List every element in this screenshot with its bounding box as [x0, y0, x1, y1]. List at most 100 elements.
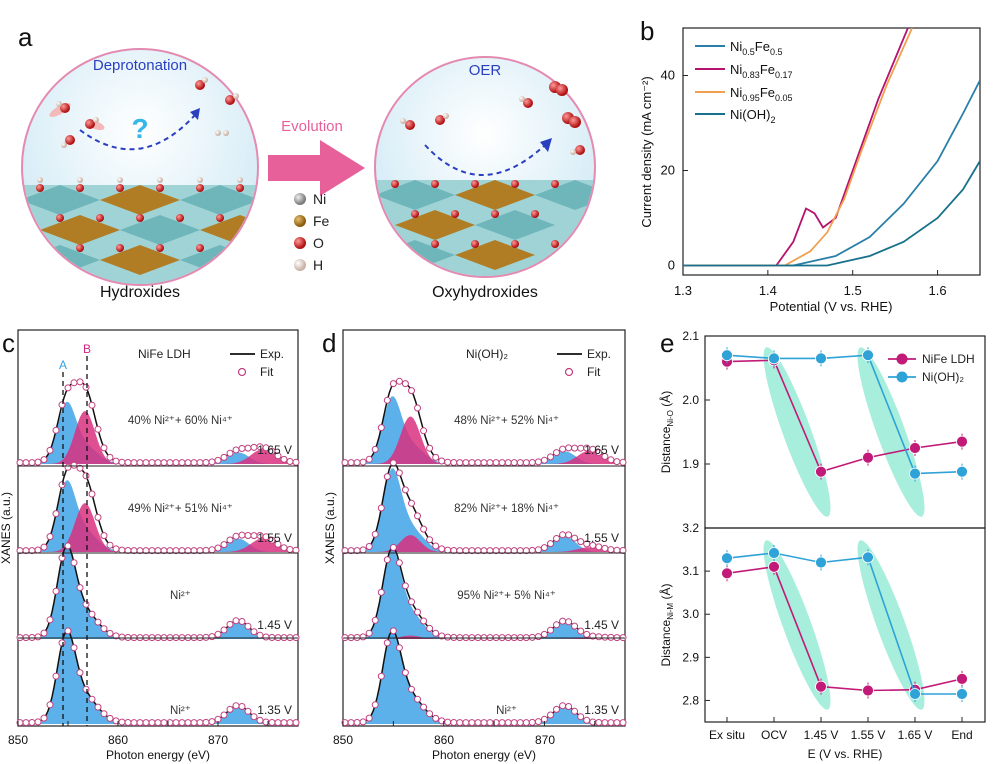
c-rows-fit-point-0 [238, 445, 246, 452]
legend-e-marker-0 [896, 353, 908, 365]
x-tick-label-b-3: 1.6 [929, 283, 947, 298]
c-rows-fit-point-3 [76, 669, 84, 677]
d-rows-fit-point-1 [613, 546, 621, 554]
c-rows-fit-point-3 [70, 644, 78, 652]
c-rows-ni2-fill-3 [18, 632, 298, 724]
c-rows-fit-point-2 [232, 617, 240, 625]
d-rows-fit-point-3 [389, 627, 397, 635]
legend-b-label-3: Ni(OH)2 [730, 107, 775, 125]
c-rows-fit-point-1 [70, 461, 78, 469]
d-rows-fit-point-2 [426, 624, 434, 632]
c-rows-fit-point-0 [22, 459, 30, 467]
c-rows-fit-point-1 [82, 472, 90, 480]
legend-h: H [313, 257, 323, 273]
d-rows-fit-point-1 [371, 530, 379, 538]
oer-title: OER [469, 62, 502, 79]
c-rows-fit-point-1 [280, 544, 288, 552]
d-rows-fit-point-2 [559, 617, 567, 625]
d-rows-fit-point-3 [565, 703, 573, 710]
legend-e-marker-1 [896, 371, 908, 383]
c-rows-fit-point-3 [148, 719, 156, 727]
c-rows-fit-point-1 [94, 513, 102, 521]
c-rows-fit-point-0 [286, 458, 294, 465]
panel-d: d 1.65 V 48% Ni²⁺+ 52% Ni⁴⁺ 1.55 V 82% Ni²⁺… [322, 328, 627, 762]
d-rows-fit-point-0 [456, 459, 464, 467]
x-tick-d-850: 850 [333, 733, 353, 747]
d-rows-fit-point-0 [474, 459, 482, 467]
d-rows-fit-point-1 [571, 534, 579, 542]
oxyhydroxide-lattice [376, 180, 594, 276]
c-rows-fit-point-1 [118, 546, 126, 554]
d-rows-fit-point-3 [528, 718, 536, 726]
c-rows-fit-point-0 [88, 401, 96, 409]
d-rows-fit-point-1 [553, 535, 560, 542]
d-rows-fit-point-3 [401, 669, 409, 677]
legend-e-label-0: NiFe LDH [922, 352, 975, 366]
legend-fe: Fe [313, 213, 330, 229]
c-rows-fit-point-0 [154, 459, 162, 467]
c-rows-fit-point-3 [106, 714, 114, 722]
c-rows-fit-point-2 [226, 620, 234, 628]
oer-arrowhead [540, 138, 552, 152]
panel-letter-d: d [322, 328, 336, 358]
c-rows-fit-point-1 [244, 532, 252, 539]
evolution-arrow [268, 140, 365, 196]
d-rows-ni2-fill-2 [343, 549, 625, 639]
c-rows-fit-point-2 [46, 616, 54, 624]
legend-o: O [313, 235, 324, 251]
d-rows-fit-point-3 [450, 719, 458, 726]
c-rows-fit-point-1 [274, 540, 282, 548]
x-tick-label-e-4: 1.65 V [898, 728, 933, 742]
d-rows-fit-point-3 [365, 714, 373, 722]
c-rows-fit-point-3 [88, 695, 96, 703]
c-rows-fit-point-0 [202, 459, 210, 466]
c-rows-fit-point-3 [130, 719, 138, 727]
x-tick-d-860: 860 [434, 733, 454, 747]
d-rows-fit-point-1 [607, 546, 615, 554]
data-point-e-top-0-2 [815, 465, 827, 478]
c-rows-fit-point-3 [220, 711, 228, 719]
atom-legend: Ni Fe O H [294, 191, 330, 273]
d-rows-fit-point-0 [444, 458, 452, 466]
d-rows-fit-point-2 [383, 556, 391, 564]
data-point-e-bottom-1-4 [909, 688, 921, 700]
c-rows-fit-point-0 [250, 443, 258, 451]
c-rows-fit-point-3 [28, 719, 36, 726]
y-tick-label-e-top-1: 2.0 [682, 393, 699, 407]
c-rows-fit-point-0 [28, 459, 36, 467]
c-rows-fit-point-3 [232, 702, 240, 710]
d-rows-fit-point-1 [534, 546, 542, 554]
c-rows-fit-point-3 [256, 716, 264, 724]
d-rows-fit-point-3 [522, 719, 530, 727]
c-rows-fit-point-3 [46, 701, 54, 709]
d-rows-composition-2: 95% Ni²⁺+ 5% Ni⁴⁺ [457, 590, 556, 602]
y-tick-label-e-top-0: 1.9 [682, 457, 699, 471]
c-rows-fit-point-0 [124, 459, 132, 466]
d-rows-fit-point-0 [426, 444, 434, 452]
fe-atom-icon [294, 215, 306, 227]
plot-frame-e-bottom [704, 527, 986, 723]
d-rows-fit-point-1 [414, 512, 421, 520]
c-rows-fit-point-0 [94, 425, 102, 433]
y-tick-label-e-top-2: 2.1 [682, 329, 699, 343]
d-rows-fit-point-2 [401, 582, 409, 590]
d-rows-fit-point-0 [432, 453, 440, 461]
transition-highlight-1 [857, 347, 925, 517]
c-rows-fit-point-2 [214, 630, 222, 638]
data-point-e-top-1-5 [956, 465, 968, 478]
panel-letter-e: e [660, 328, 674, 358]
data-point-e-bottom-1-5 [956, 688, 968, 700]
c-rows-fit-point-0 [196, 459, 204, 467]
x-tick-c-860: 860 [108, 733, 128, 747]
axis-label-y-e-top: DistanceNi-O (Å) [658, 391, 675, 473]
c-rows-fit-point-2 [64, 542, 72, 550]
d-rows-fit-point-2 [377, 588, 385, 596]
d-rows-fit-point-1 [401, 486, 409, 494]
water-molecules-left [49, 77, 239, 148]
c-rows-fit-point-3 [40, 714, 48, 722]
c-rows-fit-point-2 [52, 587, 60, 595]
series-line-b-1 [683, 28, 909, 267]
legend-d-exp: Exp. [587, 347, 611, 361]
d-rows-fit-point-3 [480, 719, 488, 727]
c-rows-fit-point-2 [70, 559, 78, 567]
